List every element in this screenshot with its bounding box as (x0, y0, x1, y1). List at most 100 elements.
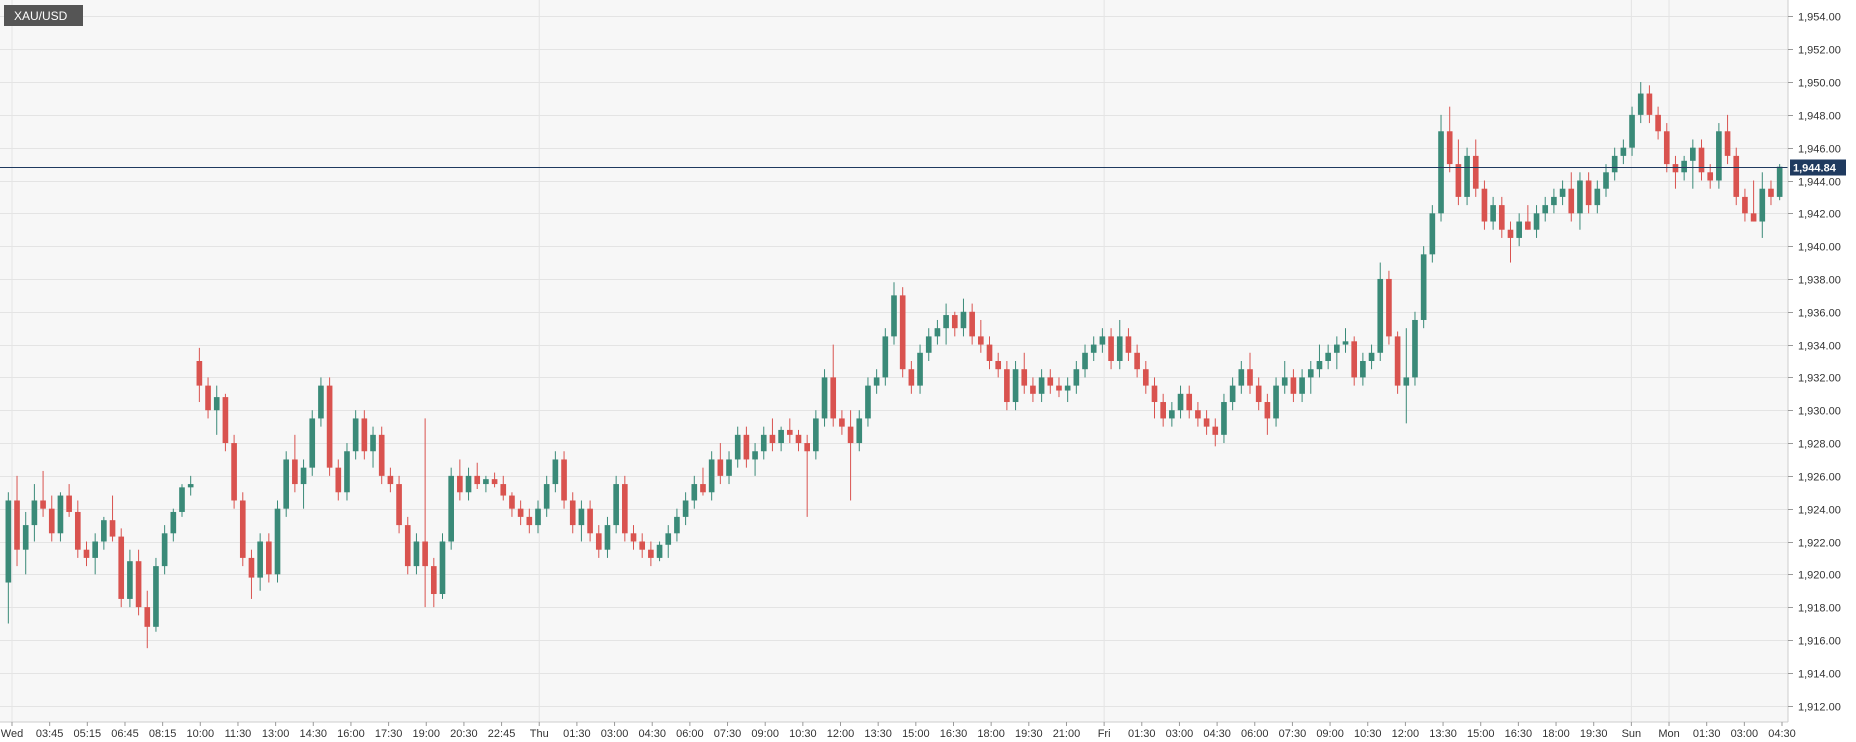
candle (1585, 172, 1592, 214)
candle-body (92, 541, 98, 558)
y-tick-label: 1,914.00 (1798, 669, 1841, 681)
candle (1142, 361, 1149, 394)
candle (769, 418, 776, 452)
candle-body (543, 484, 550, 509)
candle (1082, 344, 1088, 378)
candle (135, 549, 142, 616)
candle-body (1064, 385, 1071, 391)
candle-body (422, 541, 428, 567)
y-tick-label: 1,946.00 (1798, 144, 1841, 156)
candle (1334, 336, 1340, 370)
x-tick-label: Fri (1098, 728, 1111, 740)
candle-body (1082, 352, 1088, 370)
x-tick-label: Mon (1658, 728, 1679, 740)
candle-body (1472, 155, 1479, 189)
candle-body (786, 429, 793, 435)
candle-body (448, 475, 454, 542)
candle (1264, 393, 1271, 435)
candle (1611, 147, 1618, 181)
candle-body (465, 475, 472, 493)
candle (1195, 402, 1201, 427)
candle-body (22, 525, 29, 550)
candle-body (1464, 155, 1470, 197)
candle (752, 443, 758, 476)
candle (1229, 377, 1236, 411)
x-tick-label: 06:00 (1241, 728, 1269, 740)
candle (1525, 205, 1531, 230)
candle-body (1611, 155, 1618, 173)
candle (118, 528, 125, 608)
candle-body (587, 508, 593, 534)
candle-body (873, 377, 880, 386)
symbol-label-bg (4, 5, 83, 26)
x-tick-label: 11:30 (225, 728, 252, 740)
candle (1681, 155, 1687, 181)
candle-body (135, 561, 142, 608)
x-tick-label: 16:00 (337, 728, 365, 740)
candle-body (1655, 114, 1661, 132)
candle (665, 525, 672, 558)
candle-body (1334, 344, 1340, 353)
x-tick-label: 12:00 (1392, 728, 1420, 740)
candle (1429, 205, 1436, 263)
candle-body (943, 315, 949, 329)
candle (509, 492, 515, 517)
candle-body (1759, 188, 1766, 222)
candle-body (934, 328, 941, 337)
candle (1342, 328, 1349, 353)
candle (179, 484, 185, 517)
candle (595, 525, 602, 558)
y-tick-label: 1,912.00 (1798, 702, 1841, 714)
last-price-badge: 1,944.84 (1790, 159, 1846, 176)
candle (517, 500, 524, 526)
candle (300, 459, 307, 509)
y-tick-label: 1,952.00 (1798, 45, 1841, 57)
y-tick-label: 1,938.00 (1798, 275, 1841, 287)
candle-body (57, 495, 64, 534)
y-tick-label: 1,932.00 (1798, 373, 1841, 385)
candle (1151, 377, 1158, 419)
candle (283, 451, 290, 517)
candle-body (430, 566, 437, 595)
candle (48, 495, 55, 542)
candle (622, 475, 628, 542)
candle (813, 410, 819, 460)
candle (257, 533, 263, 591)
candle-body (1455, 164, 1462, 197)
candle (1707, 164, 1714, 189)
candle-body (1047, 377, 1054, 386)
y-tick-label: 1,948.00 (1798, 111, 1841, 123)
candle-body (1707, 172, 1714, 181)
candle (109, 495, 116, 542)
candle-body (1577, 180, 1583, 214)
candle (1646, 85, 1653, 124)
candle (700, 467, 706, 496)
candle (1629, 106, 1635, 156)
candle-body (1507, 229, 1514, 238)
candle (1768, 180, 1774, 206)
candle (318, 377, 324, 427)
x-tick-label: 06:45 (111, 728, 139, 740)
candle-body (726, 459, 732, 476)
candle-body (457, 475, 463, 493)
candle (1307, 361, 1314, 394)
candle-body (839, 418, 845, 427)
x-tick-label: 19:30 (1580, 728, 1608, 740)
candle (1620, 139, 1627, 165)
candle (925, 328, 932, 361)
candle (873, 369, 880, 394)
candle (1403, 328, 1410, 424)
candle (1464, 147, 1470, 206)
candle-body (674, 516, 680, 534)
candle-body (969, 311, 975, 337)
x-tick-label: 21:00 (1053, 728, 1081, 740)
candle-body (569, 500, 576, 526)
candle (396, 475, 402, 534)
candle (978, 319, 984, 353)
candle-body (1195, 410, 1201, 419)
candle-body (821, 377, 828, 419)
candle-body (5, 500, 12, 583)
candle (1004, 361, 1010, 411)
candle (1446, 106, 1453, 173)
candle (361, 410, 368, 460)
